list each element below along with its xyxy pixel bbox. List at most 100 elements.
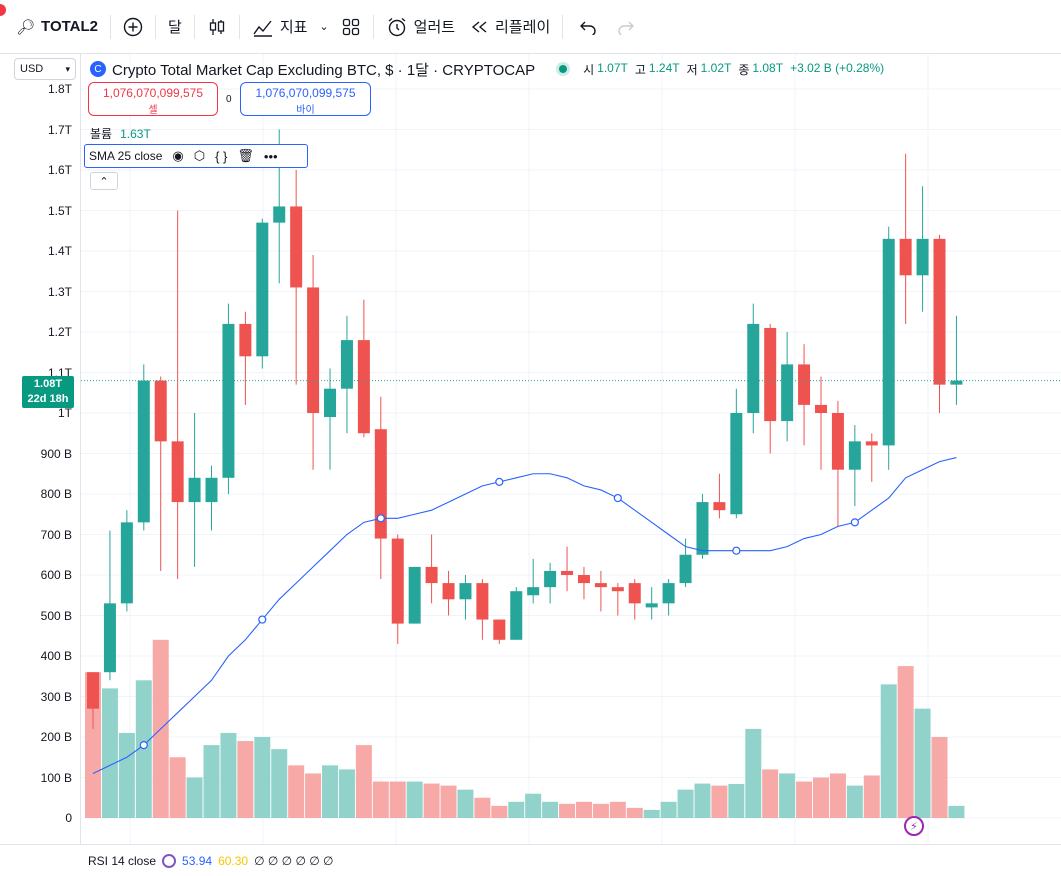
open-label: 시 xyxy=(583,62,595,77)
redo-icon xyxy=(618,21,635,35)
redo-button[interactable] xyxy=(609,8,643,46)
volume-bar xyxy=(863,775,880,818)
currency-label: USD xyxy=(20,63,44,75)
settings-icon[interactable]: ⬡ xyxy=(193,148,206,163)
price-axis-tick-label: 600 B xyxy=(40,568,72,582)
more-icon[interactable]: ••• xyxy=(263,148,278,164)
eye-icon[interactable]: ◉ xyxy=(172,148,184,163)
volume-bar xyxy=(508,801,525,818)
alert-button[interactable]: 얼러트 xyxy=(378,8,463,46)
candle-body xyxy=(781,364,794,422)
volume-bar xyxy=(525,793,542,818)
candle-body xyxy=(239,323,252,357)
buy-button[interactable]: 1,076,070,099,575 바이 xyxy=(240,82,371,116)
candle-body xyxy=(747,323,760,413)
candle-body xyxy=(510,591,523,640)
buy-price: 1,076,070,099,575 xyxy=(255,86,356,100)
price-axis-tick-label: 1T xyxy=(57,406,72,420)
candle-body xyxy=(340,340,353,389)
price-axis-tick-label: 0 xyxy=(65,811,72,825)
volume-bar xyxy=(592,803,609,818)
candle-body xyxy=(950,380,963,385)
volume-bar xyxy=(694,783,711,818)
toolbar-divider xyxy=(110,14,111,39)
candle-body xyxy=(561,570,574,575)
low-label: 저 xyxy=(686,62,698,77)
crypto-logo-icon: C xyxy=(90,61,106,77)
volume-bar xyxy=(322,765,339,818)
collapse-legend-button[interactable]: ⌃ xyxy=(90,172,118,190)
volume-bar xyxy=(762,769,779,818)
candle-body xyxy=(459,583,472,600)
indicators-button[interactable]: 지표 xyxy=(244,8,316,46)
chart-title: Crypto Total Market Cap Excluding BTC, $… xyxy=(112,61,536,79)
volume-legend[interactable]: 볼륨 1.63T xyxy=(90,125,151,142)
source-code-icon[interactable]: { } xyxy=(215,148,228,164)
market-status-dot xyxy=(559,65,568,73)
interval-button[interactable]: 달 xyxy=(160,8,190,46)
sma-marker xyxy=(495,477,504,486)
candle-body xyxy=(679,554,692,584)
price-chart-canvas[interactable] xyxy=(0,54,1061,844)
rewind-icon xyxy=(471,20,487,33)
volume-bar xyxy=(254,737,271,818)
volume-bar xyxy=(643,809,660,818)
alarm-clock-icon xyxy=(388,17,406,36)
sma-marker xyxy=(850,518,859,527)
candle-body xyxy=(764,327,777,422)
open-value: 1.07T xyxy=(597,60,628,75)
symbol-legend[interactable]: C Crypto Total Market Cap Excluding BTC,… xyxy=(90,58,888,80)
volume-bar xyxy=(423,783,440,818)
indicators-dropdown[interactable]: ⌄ xyxy=(315,8,332,46)
volume-bar xyxy=(474,797,491,818)
toolbar-divider xyxy=(372,14,374,39)
rsi-legend[interactable]: RSI 14 close 53.94 60.30 ∅ ∅ ∅ ∅ ∅ ∅ xyxy=(0,844,1061,876)
volume-bar xyxy=(796,781,813,818)
chart-type-button[interactable] xyxy=(199,8,235,46)
candle-body xyxy=(577,575,590,584)
layout-templates-button[interactable] xyxy=(333,8,369,46)
volume-bar xyxy=(220,732,237,818)
candle-body xyxy=(103,603,116,673)
volume-bar xyxy=(711,785,728,818)
volume-bar xyxy=(728,783,745,818)
volume-label: 볼륨 xyxy=(90,127,113,141)
sell-button[interactable]: 1,076,070,099,575 셀 xyxy=(88,82,218,116)
volume-bar xyxy=(203,745,220,818)
volume-bar xyxy=(846,785,863,818)
sma-legend[interactable]: SMA 25 close ◉ ⬡ { } 🗑︎ ••• xyxy=(84,144,308,168)
change-value: +3.02 B (+0.28%) xyxy=(790,60,885,75)
undo-button[interactable] xyxy=(567,8,609,46)
candle-body xyxy=(493,619,506,640)
volume-bar xyxy=(542,801,559,818)
currency-select[interactable]: USD ▾ xyxy=(14,58,76,80)
candle-body xyxy=(391,538,404,624)
trash-icon[interactable]: 🗑︎ xyxy=(237,148,254,163)
volume-bar xyxy=(118,732,135,818)
rsi-empty-values: ∅ ∅ ∅ ∅ ∅ ∅ xyxy=(254,853,334,868)
symbol-search-button[interactable]: 🔎︎ TOTAL2 xyxy=(0,8,106,46)
candle-body xyxy=(290,206,303,288)
replay-button[interactable]: 리플레이 xyxy=(463,8,558,46)
price-axis-tick-label: 1.7T xyxy=(47,122,72,137)
indicators-label: 지표 xyxy=(279,19,308,36)
chevron-down-icon: ▾ xyxy=(65,63,70,74)
lightning-icon[interactable]: ⚡︎ xyxy=(904,816,924,836)
volume-bar xyxy=(440,785,457,818)
rsi-label: RSI 14 close xyxy=(88,853,157,868)
toolbar-divider xyxy=(238,14,240,39)
candle-body xyxy=(865,441,878,446)
sell-label: 셀 xyxy=(148,105,158,116)
candle-body xyxy=(730,413,743,515)
volume-bar xyxy=(271,749,288,818)
compare-symbol-button[interactable] xyxy=(115,8,151,46)
volume-bar xyxy=(660,801,677,818)
candle-body xyxy=(713,502,726,511)
low-value: 1.02T xyxy=(700,60,732,75)
refresh-icon[interactable] xyxy=(162,853,177,868)
candle-body xyxy=(899,238,912,276)
volume-bar xyxy=(914,708,931,818)
high-value: 1.24T xyxy=(648,60,680,75)
price-axis-tick-label: 100 B xyxy=(40,770,72,785)
